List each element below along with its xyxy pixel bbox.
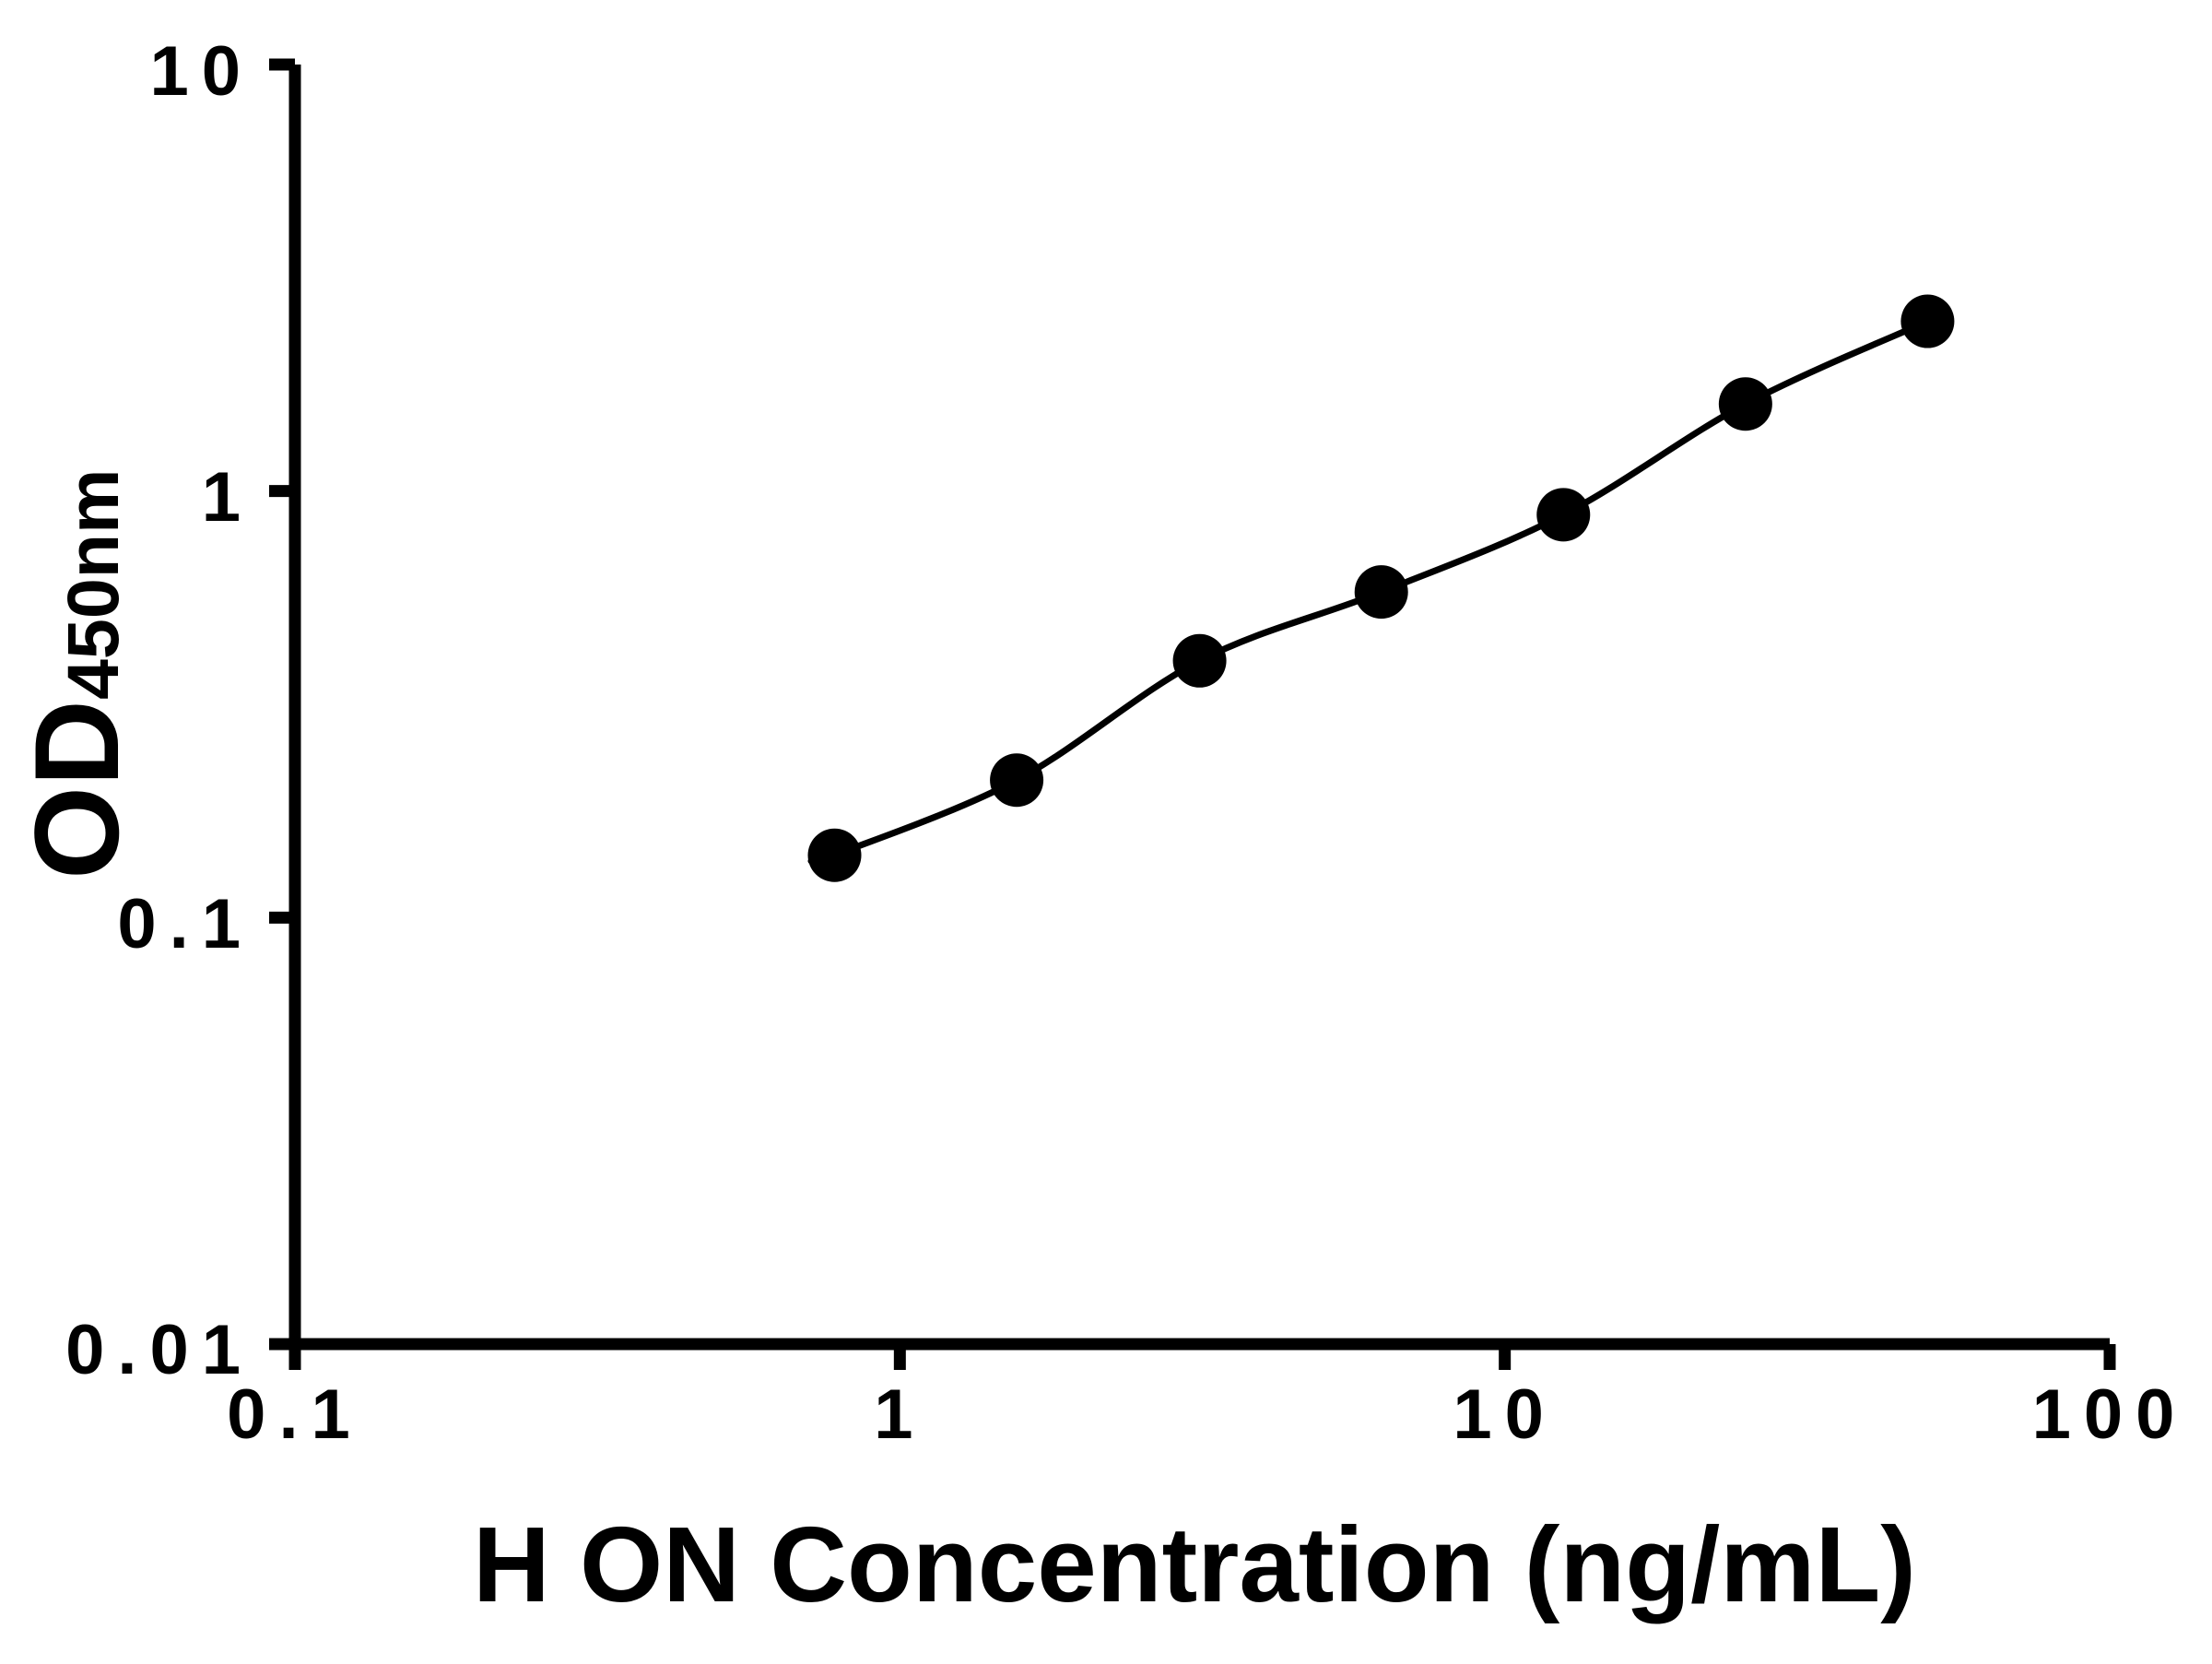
svg-text:10: 10 [1453,1375,1557,1454]
svg-text:100: 100 [2032,1375,2188,1454]
svg-text:H ON Concentration (ng/mL): H ON Concentration (ng/mL) [473,1505,1916,1624]
svg-text:1: 1 [202,458,253,537]
svg-text:0.1: 0.1 [227,1375,363,1454]
svg-text:10: 10 [149,32,253,111]
svg-text:0.1: 0.1 [117,885,253,963]
svg-text:0.01: 0.01 [65,1311,253,1389]
svg-text:1: 1 [874,1375,925,1454]
svg-text:OD450nm: OD450nm [9,469,144,879]
